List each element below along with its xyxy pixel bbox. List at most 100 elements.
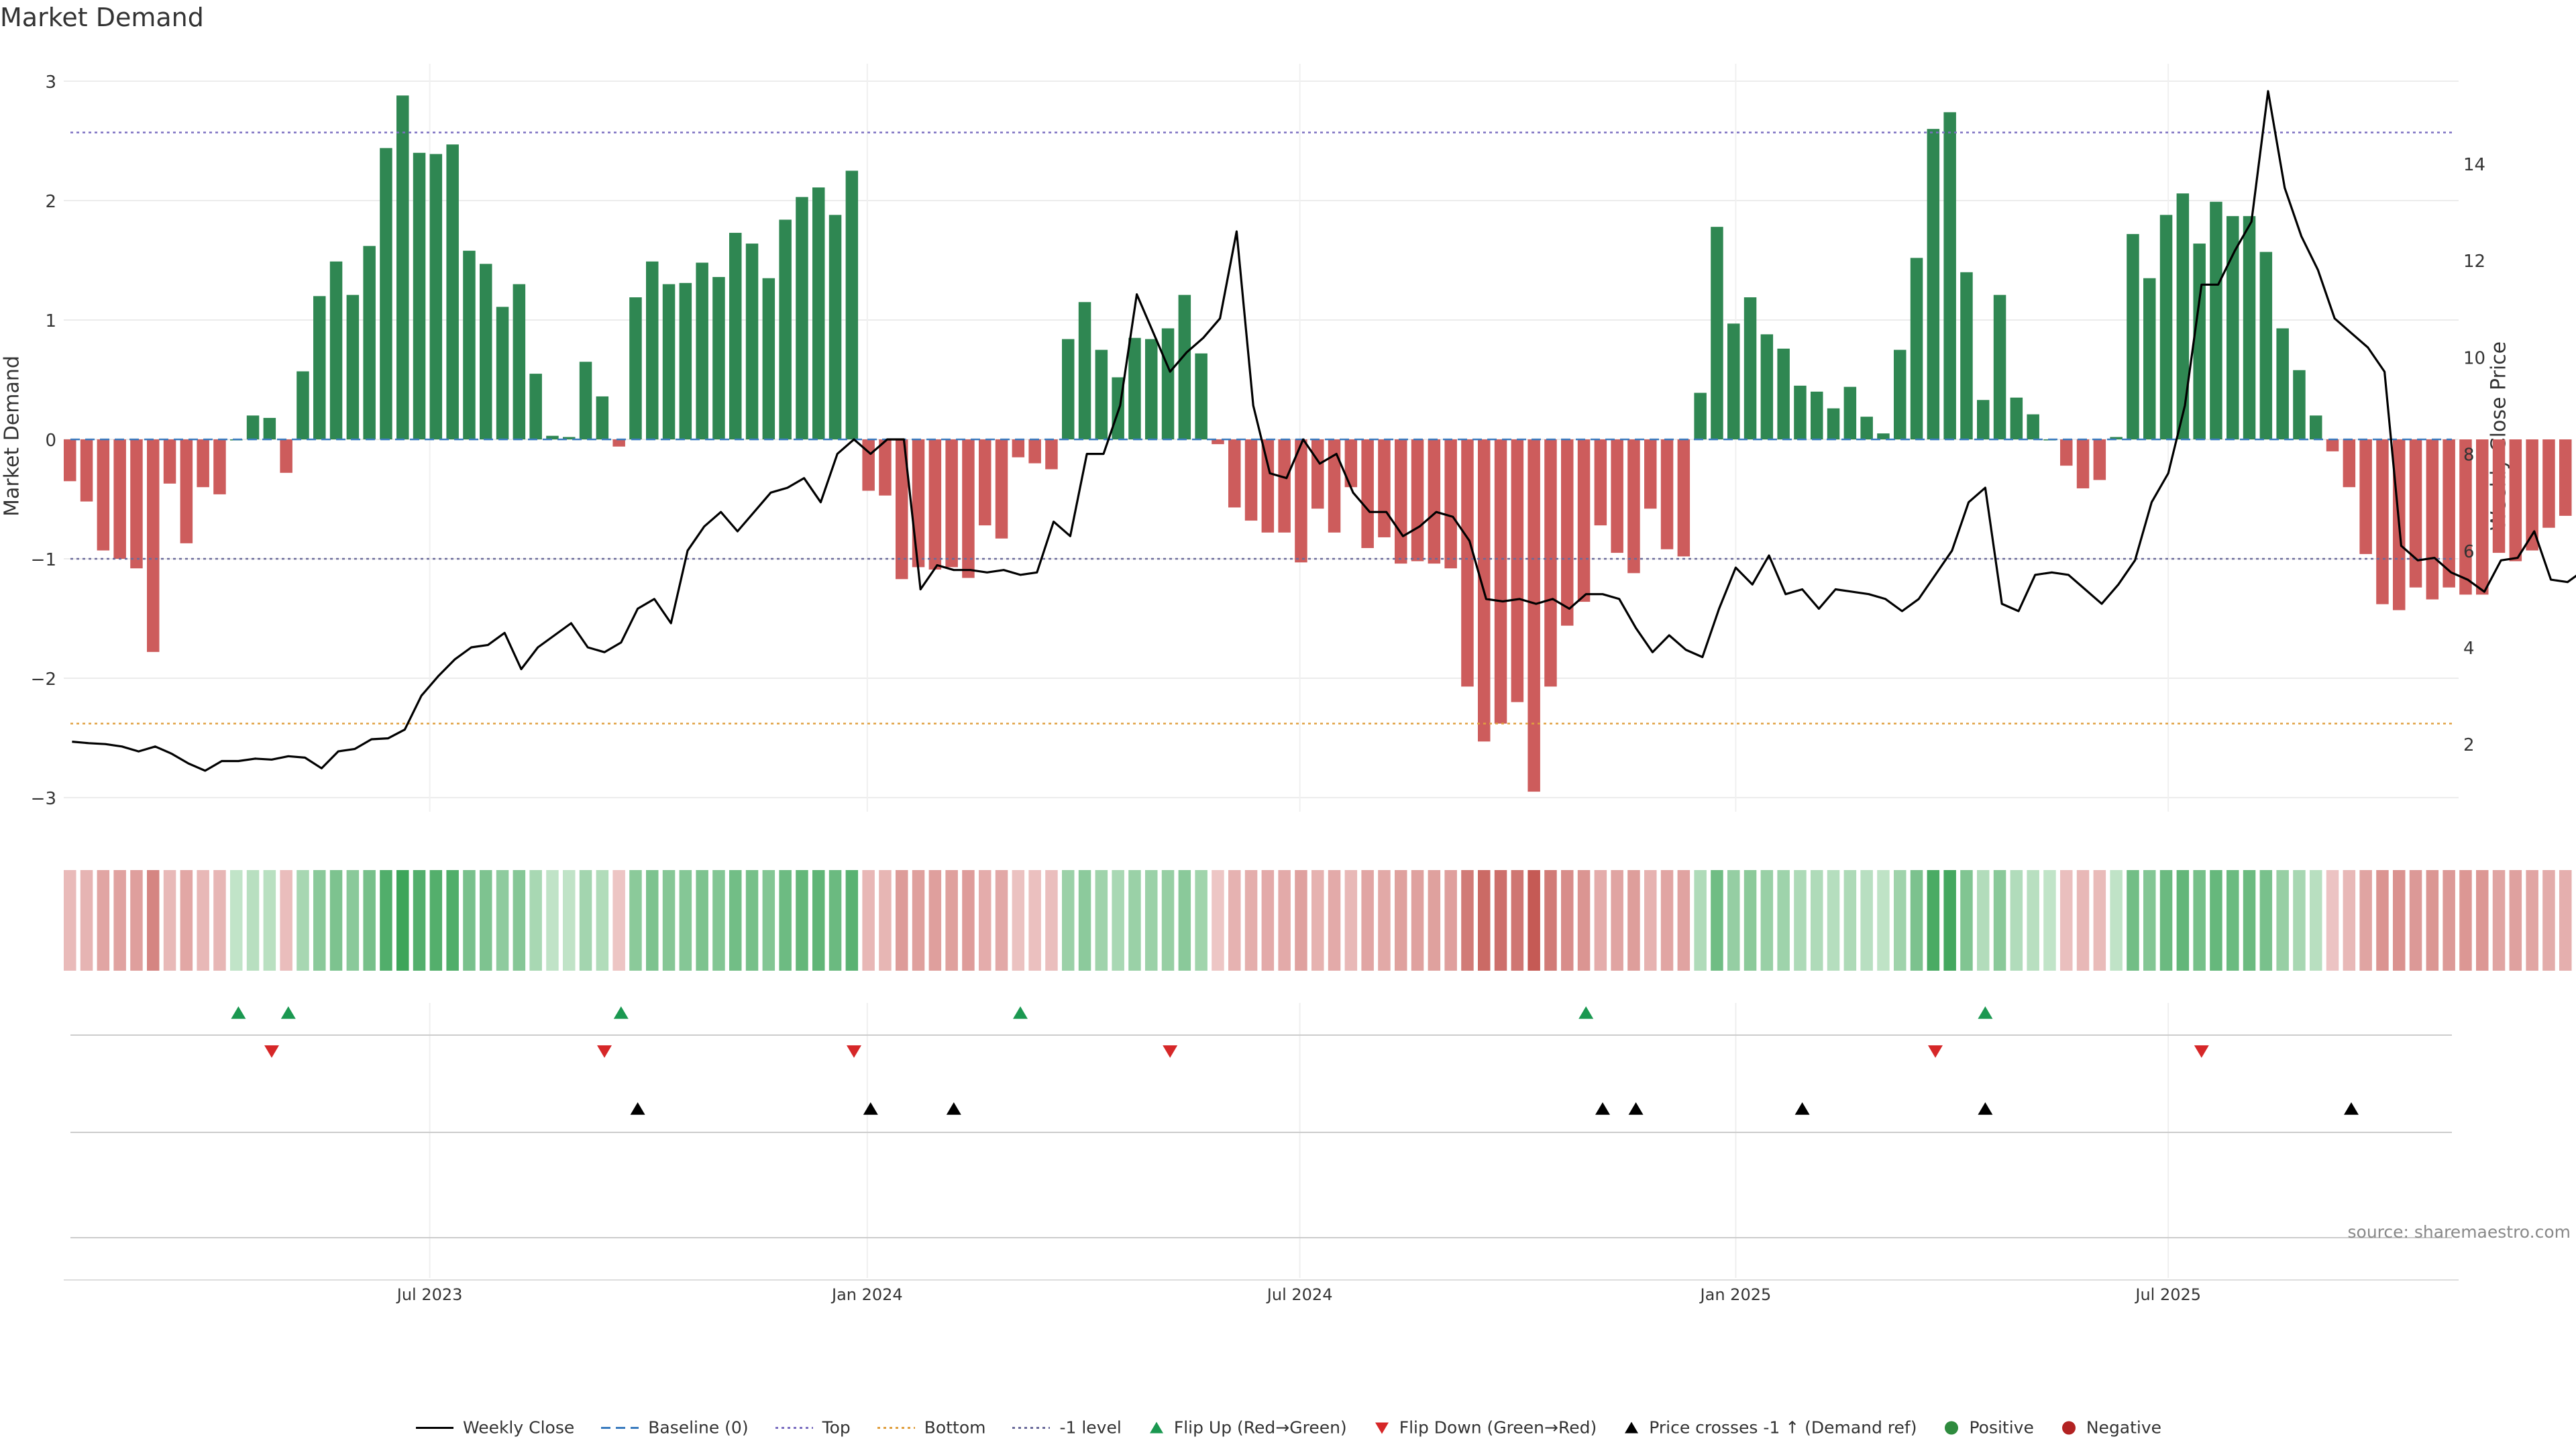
heat-cell: [1611, 870, 1623, 971]
heat-cell: [230, 870, 243, 971]
legend-label: Baseline (0): [648, 1417, 749, 1438]
heat-cell: [1827, 870, 1840, 971]
flip-down-marker: [1163, 1045, 1178, 1058]
flip-up-marker: [1013, 1006, 1028, 1019]
heat-cell: [1777, 870, 1790, 971]
heat-cell: [1161, 870, 1175, 971]
flip-down-marker: [264, 1045, 279, 1058]
demand-bar: [147, 439, 160, 652]
heat-cell: [1910, 870, 1923, 971]
demand-bar: [928, 439, 942, 570]
demand-bar: [2010, 397, 2023, 439]
demand-bar: [1594, 439, 1607, 526]
heat-cell: [2326, 870, 2339, 971]
heat-cell: [646, 870, 659, 971]
heat-cell: [1095, 870, 1108, 971]
demand-bar: [1527, 439, 1540, 792]
heat-cell: [2226, 870, 2239, 971]
demand-bar: [2343, 439, 2356, 488]
demand-bar: [995, 439, 1008, 539]
heat-cell: [546, 870, 559, 971]
demand-bar: [1311, 439, 1324, 509]
heat-cell: [2343, 870, 2356, 971]
demand-bar: [546, 435, 559, 439]
demand-bar: [197, 439, 209, 488]
demand-bar: [2159, 215, 2173, 439]
heat-cell: [762, 870, 775, 971]
demand-bar: [2542, 439, 2555, 528]
demand-bar: [1228, 439, 1241, 508]
demand-bar: [529, 374, 542, 439]
demand-bar: [1811, 391, 1823, 439]
heat-cell: [862, 870, 875, 971]
heat-cell: [2259, 870, 2273, 971]
demand-bar: [879, 439, 892, 496]
demand-bar: [962, 439, 975, 578]
event-markers: [231, 1006, 2359, 1115]
demand-bar: [563, 437, 576, 439]
y-tick-label-left: 1: [45, 311, 56, 331]
heat-cell: [579, 870, 592, 971]
heat-cell: [1977, 870, 1990, 971]
heat-cell: [779, 870, 792, 971]
flip-up-marker: [613, 1006, 629, 1019]
heat-cell: [979, 870, 991, 971]
demand-bar: [1212, 439, 1224, 445]
flip-down-marker: [2194, 1045, 2209, 1058]
demand-bar: [1261, 439, 1275, 533]
demand-bar: [1028, 439, 1041, 464]
x-tick-label: Jan 2025: [1699, 1285, 1772, 1304]
demand-bar: [1843, 386, 1857, 439]
heat-cell: [529, 870, 542, 971]
demand-bar: [1711, 227, 1723, 439]
y-tick-label-left: 3: [45, 72, 56, 93]
heat-cell: [197, 870, 209, 971]
heat-cell: [2143, 870, 2156, 971]
heat-cell: [796, 870, 808, 971]
heat-cell: [696, 870, 708, 971]
demand-bar: [396, 95, 409, 440]
demand-bar: [1244, 439, 1258, 521]
triangle-up-icon: [1625, 1421, 1639, 1433]
demand-bar: [1660, 439, 1674, 549]
price-cross-marker: [1595, 1102, 1610, 1115]
demand-bar: [2143, 278, 2156, 439]
heat-cell: [147, 870, 160, 971]
demand-bar: [180, 439, 193, 543]
demand-bar: [163, 439, 176, 484]
demand-bar: [413, 152, 426, 440]
demand-bar: [1062, 339, 1075, 439]
heat-cell: [612, 870, 625, 971]
heat-cell: [1078, 870, 1091, 971]
demand-bar: [1195, 353, 1208, 439]
heat-cell: [329, 870, 343, 971]
x-tick-label: Jul 2024: [1266, 1285, 1333, 1304]
flip-up-marker: [231, 1006, 246, 1019]
demand-bar: [2076, 439, 2090, 488]
demand-bar: [1494, 439, 1507, 724]
heat-cell: [1711, 870, 1723, 971]
demand-bar: [1977, 400, 1990, 439]
x-tick-label: Jul 2025: [2134, 1285, 2201, 1304]
heat-cell: [1295, 870, 1307, 971]
legend-item: Weekly Close: [415, 1418, 574, 1438]
heat-cell: [380, 870, 392, 971]
heat-cell: [2110, 870, 2123, 971]
heat-cell: [1178, 870, 1191, 971]
heat-cell: [2559, 870, 2572, 971]
heat-cell: [2093, 870, 2106, 971]
heat-cell: [396, 870, 409, 971]
demand-bar: [2426, 439, 2439, 600]
demand-bar: [729, 233, 742, 439]
heat-cell: [2492, 870, 2506, 971]
heat-cell: [1028, 870, 1041, 971]
heat-cell: [446, 870, 459, 971]
heat-cell: [1478, 870, 1491, 971]
heat-cell: [1993, 870, 2006, 971]
demand-bar: [1743, 297, 1757, 439]
heat-cell: [912, 870, 925, 971]
demand-bar: [2243, 216, 2256, 439]
demand-bar: [1328, 439, 1341, 533]
legend-label: Price crosses -1 ↑ (Demand ref): [1649, 1417, 1917, 1438]
demand-bar: [2509, 439, 2522, 561]
